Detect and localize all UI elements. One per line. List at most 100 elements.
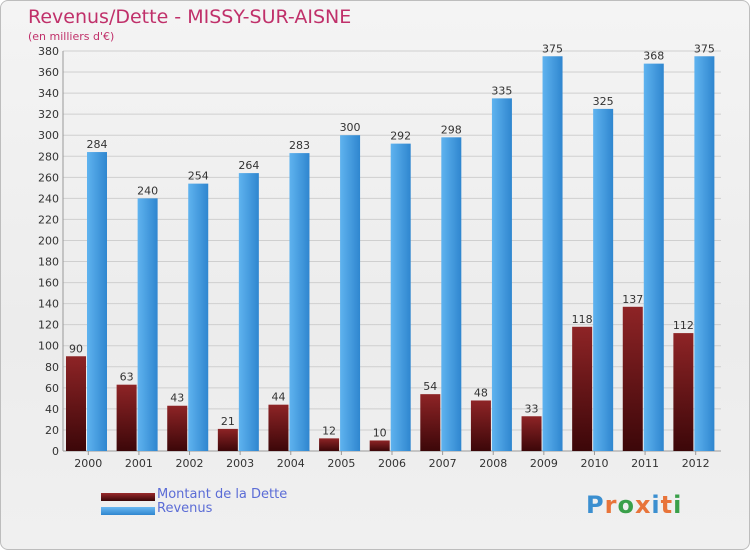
data-label-revenus: 283 — [289, 139, 310, 152]
data-label-dette: 54 — [423, 380, 437, 393]
bar-revenus — [593, 108, 614, 451]
y-tick-label: 240 — [38, 192, 59, 205]
x-tick-label: 2012 — [682, 457, 710, 470]
data-label-dette: 21 — [221, 415, 235, 428]
data-label-dette: 118 — [572, 313, 593, 326]
x-tick-label: 2001 — [125, 457, 153, 470]
chart-title: Revenus/Dette - MISSY-SUR-AISNE — [28, 6, 352, 28]
y-tick-label: 40 — [45, 403, 59, 416]
y-tick-label: 300 — [38, 129, 59, 142]
y-tick-label: 260 — [38, 171, 59, 184]
logo-letter: o — [617, 491, 635, 519]
bar-dette — [572, 326, 593, 451]
y-tick-label: 280 — [38, 150, 59, 163]
logo-letter: t — [660, 491, 674, 519]
data-label-dette: 48 — [474, 386, 488, 399]
x-tick-label: 2003 — [226, 457, 254, 470]
data-label-dette: 137 — [622, 293, 643, 306]
bar-dette — [319, 438, 340, 451]
bar-dette — [673, 333, 694, 451]
bar-dette — [369, 440, 390, 451]
data-label-revenus: 375 — [542, 42, 563, 55]
data-label-revenus: 375 — [694, 42, 715, 55]
data-label-revenus: 240 — [137, 184, 158, 197]
y-tick-label: 0 — [52, 445, 59, 458]
data-label-revenus: 325 — [593, 95, 614, 108]
data-label-dette: 12 — [322, 424, 336, 437]
x-tick-label: 2000 — [74, 457, 102, 470]
legend-label-revenus: Revenus — [157, 501, 213, 516]
bar-dette — [622, 306, 643, 451]
y-tick-label: 140 — [38, 298, 59, 311]
data-label-revenus: 264 — [238, 159, 259, 172]
y-tick-label: 180 — [38, 256, 59, 269]
x-tick-label: 2010 — [580, 457, 608, 470]
legend-swatch-dette — [101, 493, 155, 501]
bar-dette — [521, 416, 542, 451]
logo-letter: r — [604, 491, 618, 519]
x-tick-label: 2007 — [429, 457, 457, 470]
data-label-dette: 10 — [373, 426, 387, 439]
logo-letter: P — [586, 491, 605, 519]
y-tick-label: 340 — [38, 87, 59, 100]
y-tick-label: 200 — [38, 234, 59, 247]
data-label-revenus: 300 — [340, 121, 361, 134]
data-label-dette: 44 — [271, 391, 285, 404]
y-tick-label: 80 — [45, 361, 59, 374]
bar-revenus — [542, 56, 563, 452]
logo-letter: i — [673, 491, 683, 519]
y-tick-label: 380 — [38, 45, 59, 58]
x-tick-label: 2009 — [530, 457, 558, 470]
data-label-revenus: 284 — [87, 138, 108, 151]
bar-revenus — [340, 135, 361, 452]
bar-revenus — [441, 137, 462, 451]
y-tick-label: 320 — [38, 108, 59, 121]
bar-revenus — [188, 183, 209, 451]
data-label-dette: 43 — [170, 392, 184, 405]
bar-revenus — [643, 63, 664, 451]
legend-label-dette: Montant de la Dette — [157, 487, 288, 502]
logo-letter: x — [634, 491, 652, 519]
proxiti-logo: Proxiti — [586, 491, 682, 519]
bar-dette — [66, 356, 86, 451]
bar-revenus — [87, 152, 107, 452]
data-label-revenus: 368 — [643, 50, 664, 63]
bar-dette — [268, 404, 289, 451]
bar-dette — [470, 400, 491, 451]
chart-subtitle: (en milliers d'€) — [28, 30, 115, 43]
bar-revenus — [491, 98, 512, 452]
data-label-dette: 90 — [69, 342, 83, 355]
bar-revenus — [289, 153, 310, 451]
data-label-dette: 33 — [525, 402, 539, 415]
bar-dette — [217, 428, 238, 451]
x-tick-label: 2006 — [378, 457, 406, 470]
bar-revenus — [137, 198, 158, 451]
bar-revenus — [390, 143, 411, 451]
bar-revenus — [694, 56, 715, 452]
y-tick-label: 20 — [45, 424, 59, 437]
bar-revenus — [238, 173, 259, 451]
data-label-dette: 112 — [673, 319, 694, 332]
bar-dette — [167, 405, 188, 451]
y-tick-label: 220 — [38, 213, 59, 226]
x-tick-label: 2005 — [327, 457, 355, 470]
bar-dette — [420, 394, 441, 451]
y-tick-label: 360 — [38, 66, 59, 79]
data-label-dette: 63 — [120, 371, 134, 384]
y-tick-label: 60 — [45, 382, 59, 395]
x-tick-label: 2002 — [176, 457, 204, 470]
x-tick-label: 2011 — [631, 457, 659, 470]
logo-letter: i — [651, 491, 661, 519]
y-tick-label: 160 — [38, 277, 59, 290]
y-tick-label: 100 — [38, 340, 59, 353]
y-tick-label: 120 — [38, 319, 59, 332]
x-tick-label: 2008 — [479, 457, 507, 470]
data-label-revenus: 335 — [491, 84, 512, 97]
data-label-revenus: 292 — [390, 130, 411, 143]
data-label-revenus: 298 — [441, 123, 462, 136]
legend-swatch-revenus — [101, 507, 155, 515]
x-tick-label: 2004 — [277, 457, 305, 470]
bar-dette — [116, 384, 137, 451]
